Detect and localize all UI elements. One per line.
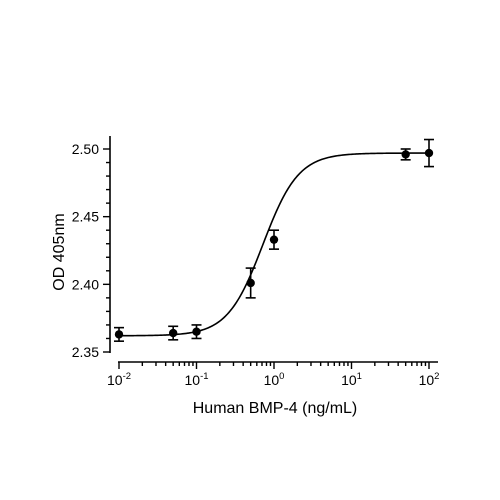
y-axis-title: OD 405nm [51, 213, 68, 290]
data-point [269, 235, 279, 244]
x-tick-exponent: -2 [123, 371, 131, 382]
x-tick-base: 10 [264, 372, 280, 388]
x-tick-label: 10-1 [184, 371, 208, 388]
x-tick-base: 10 [341, 372, 357, 388]
x-tick-label: 100 [264, 371, 285, 388]
x-tick-label: 10-2 [107, 371, 131, 388]
x-tick-base: 10 [107, 372, 123, 388]
data-point [401, 150, 410, 159]
x-tick-label: 101 [341, 371, 362, 388]
data-point [246, 278, 255, 288]
data-point [192, 327, 201, 336]
data-point [114, 330, 124, 339]
x-tick-base: 10 [184, 372, 200, 388]
y-tick-label: 2.45 [72, 209, 99, 225]
y-tick-label: 2.50 [72, 141, 99, 157]
data-point [168, 328, 178, 338]
x-tick-exponent: 2 [434, 371, 439, 382]
x-tick-exponent: 0 [279, 371, 284, 382]
y-tick-label: 2.40 [72, 276, 99, 292]
x-tick-base: 10 [419, 372, 435, 388]
data-points-layer [114, 138, 434, 342]
y-tick-label: 2.35 [72, 344, 99, 360]
x-tick-exponent: 1 [357, 371, 362, 382]
x-tick-label: 102 [419, 371, 440, 388]
data-point [424, 148, 434, 158]
x-axis-title: Human BMP-4 (ng/mL) [193, 400, 358, 417]
x-tick-exponent: -1 [200, 371, 208, 382]
